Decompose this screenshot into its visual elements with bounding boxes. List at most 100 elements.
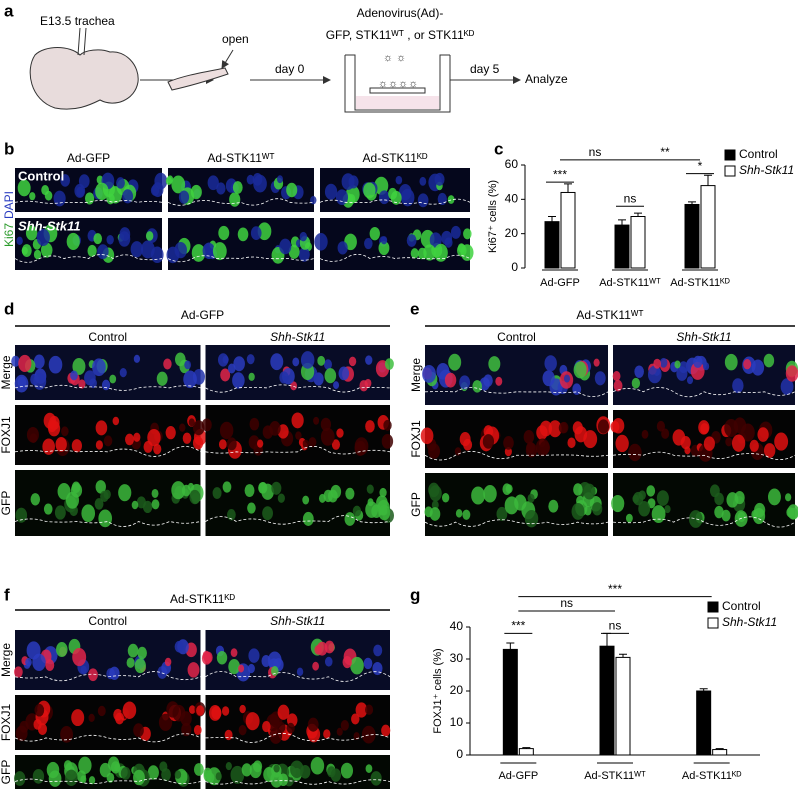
cell	[634, 365, 644, 378]
cell	[295, 431, 302, 440]
cell	[101, 379, 111, 391]
cell	[30, 493, 41, 506]
cell	[680, 436, 691, 450]
cell	[331, 439, 341, 450]
cell	[95, 440, 103, 450]
cell	[246, 174, 255, 185]
bar	[700, 185, 716, 269]
cell	[174, 770, 182, 779]
cell	[45, 659, 55, 671]
cell	[226, 437, 237, 451]
basement-membrane	[205, 671, 391, 682]
cell	[450, 225, 461, 239]
basement-membrane	[205, 779, 391, 785]
cell	[678, 361, 689, 374]
column-header: Ad-STK11ᴷᴰ	[363, 151, 429, 165]
y-tick-label: 20	[505, 226, 519, 240]
basement-membrane	[319, 253, 471, 262]
cell	[417, 247, 427, 260]
cell	[269, 421, 281, 436]
cell	[131, 500, 139, 510]
cell	[72, 358, 86, 375]
cell	[379, 487, 387, 498]
cell	[239, 704, 246, 714]
panel-label: d	[4, 299, 14, 318]
row-label: Merge	[409, 358, 423, 392]
cell	[273, 764, 280, 773]
cell	[65, 491, 79, 509]
cell	[84, 370, 96, 386]
cell	[363, 657, 373, 670]
cell	[222, 355, 229, 364]
cell	[428, 443, 441, 459]
cell	[156, 371, 168, 386]
cell	[462, 509, 471, 520]
cell	[337, 241, 348, 255]
cell	[120, 766, 131, 780]
cell	[369, 226, 380, 241]
cell	[372, 661, 383, 676]
cell	[279, 238, 292, 255]
cell	[613, 379, 623, 392]
cell	[193, 724, 202, 736]
cell	[95, 420, 108, 436]
row-label: GFP	[0, 491, 13, 516]
cell	[731, 434, 746, 452]
bar	[630, 216, 646, 269]
cell	[70, 370, 78, 381]
cell	[785, 365, 798, 382]
row-label: Control	[18, 168, 64, 183]
cell	[752, 508, 766, 525]
cell	[395, 175, 403, 185]
basement-membrane	[14, 671, 201, 682]
cell	[33, 372, 47, 390]
virus-icon: ☼ ☼	[383, 52, 406, 64]
cell	[103, 435, 113, 447]
legend-swatch	[724, 165, 736, 177]
legend-swatch	[707, 617, 719, 629]
cell	[262, 721, 271, 733]
cell	[80, 665, 87, 674]
cell	[163, 358, 172, 370]
bar	[712, 749, 728, 756]
bar	[615, 656, 631, 756]
cell	[422, 364, 436, 383]
cell	[286, 722, 295, 734]
cell	[171, 481, 186, 500]
cell	[400, 188, 415, 207]
virus-icon: ☼☼☼☼	[378, 78, 418, 90]
cell	[252, 173, 263, 186]
cell	[335, 189, 349, 206]
cell	[78, 379, 86, 389]
y-tick-label: 40	[505, 192, 519, 206]
cell	[459, 375, 471, 390]
cell	[503, 435, 514, 450]
cell	[646, 485, 656, 497]
schematic-label: day 5	[470, 62, 500, 76]
cell	[348, 356, 357, 367]
cell	[563, 374, 571, 383]
legend-swatch	[724, 149, 736, 161]
cell	[296, 667, 304, 676]
row-label: GFP	[409, 492, 423, 517]
cell	[238, 724, 247, 736]
legend-label: Control	[722, 599, 761, 613]
cell	[693, 355, 703, 368]
legend-swatch	[707, 601, 719, 613]
y-tick-label: 20	[450, 683, 464, 697]
stain-label: Ki67 DAPI	[2, 191, 16, 247]
x-tick-label: Ad-STK11ᴷᴰ	[682, 770, 742, 782]
trachea	[77, 27, 87, 56]
cell	[338, 366, 350, 381]
cell	[638, 501, 651, 517]
cell	[36, 228, 50, 247]
cell	[32, 653, 46, 672]
cell	[98, 509, 113, 528]
cell	[688, 510, 703, 528]
cell	[444, 237, 453, 248]
cell	[147, 765, 159, 780]
basement-membrane	[14, 733, 201, 743]
cell	[97, 705, 106, 717]
cell	[653, 358, 662, 369]
cell	[248, 372, 255, 381]
